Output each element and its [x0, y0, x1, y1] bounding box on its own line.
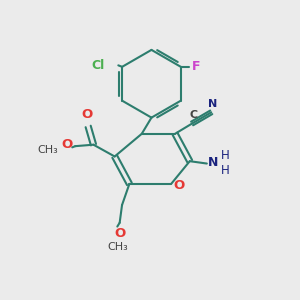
Text: N: N	[208, 156, 218, 169]
Text: O: O	[114, 227, 125, 240]
Text: Cl: Cl	[92, 59, 105, 72]
Text: O: O	[81, 108, 92, 121]
Text: CH₃: CH₃	[38, 145, 58, 155]
Text: H: H	[221, 164, 230, 177]
Text: N: N	[208, 99, 217, 109]
Text: O: O	[61, 138, 73, 151]
Text: F: F	[192, 60, 200, 73]
Text: O: O	[174, 179, 185, 192]
Text: H: H	[221, 149, 230, 162]
Text: CH₃: CH₃	[107, 242, 128, 252]
Text: C: C	[189, 110, 197, 120]
